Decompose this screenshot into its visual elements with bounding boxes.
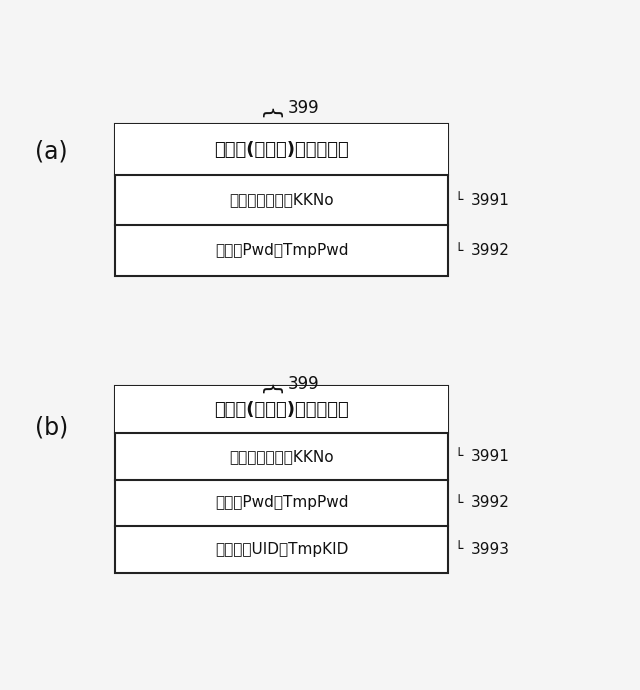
Text: 貸出し(借入れ)手続データ: 貸出し(借入れ)手続データ [214, 401, 349, 419]
Text: 3992: 3992 [470, 495, 509, 511]
Text: └: └ [454, 449, 463, 463]
Text: 399: 399 [288, 99, 319, 117]
Text: シリアル番号：KKNo: シリアル番号：KKNo [229, 193, 334, 208]
Text: (a): (a) [35, 140, 67, 164]
FancyBboxPatch shape [115, 124, 448, 276]
Text: 貸出用Pwd：TmpPwd: 貸出用Pwd：TmpPwd [215, 243, 348, 258]
Text: {: { [259, 383, 279, 397]
FancyBboxPatch shape [115, 124, 448, 175]
Text: (b): (b) [35, 416, 68, 440]
Text: {: { [259, 107, 279, 121]
Text: 仓の借方UID：TmpKID: 仓の借方UID：TmpKID [215, 542, 348, 557]
Text: └: └ [454, 244, 463, 257]
Text: 貸出し(借入れ)手続データ: 貸出し(借入れ)手続データ [214, 141, 349, 159]
Text: 3991: 3991 [470, 193, 509, 208]
Text: シリアル番号：KKNo: シリアル番号：KKNo [229, 448, 334, 464]
Text: 3992: 3992 [470, 243, 509, 258]
Text: 3993: 3993 [470, 542, 509, 557]
FancyBboxPatch shape [115, 386, 448, 573]
Text: 399: 399 [288, 375, 319, 393]
Text: └: └ [454, 542, 463, 556]
Text: 3991: 3991 [470, 448, 509, 464]
Text: 貸出用Pwd：TmpPwd: 貸出用Pwd：TmpPwd [215, 495, 348, 511]
FancyBboxPatch shape [115, 386, 448, 433]
Text: └: └ [454, 496, 463, 510]
Text: └: └ [454, 193, 463, 207]
